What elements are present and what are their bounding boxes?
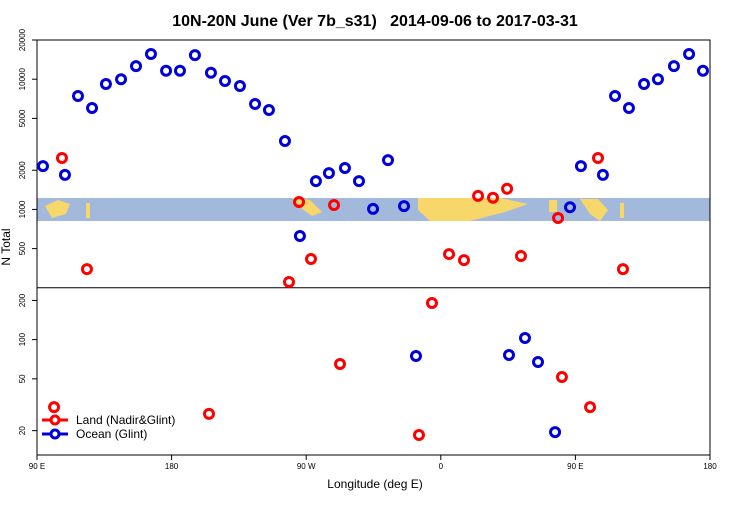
point	[412, 429, 425, 442]
plot-frame	[36, 39, 711, 456]
point	[48, 401, 61, 414]
point	[204, 66, 217, 79]
point	[338, 161, 351, 174]
point	[249, 97, 262, 110]
y-tick-label: 1000	[18, 200, 27, 218]
point	[80, 263, 93, 276]
point	[457, 254, 470, 267]
point	[293, 196, 306, 209]
point	[443, 248, 456, 261]
point	[352, 175, 365, 188]
point	[202, 407, 215, 420]
point	[622, 101, 635, 114]
point	[367, 202, 380, 215]
y-tick-label: 100	[18, 332, 27, 346]
legend-marker	[49, 414, 61, 426]
point	[552, 212, 565, 225]
y-tick-label: 50	[18, 374, 27, 383]
point	[304, 253, 317, 266]
point	[425, 297, 438, 310]
point	[144, 48, 157, 61]
point	[638, 78, 651, 91]
y-tick-label: 5000	[18, 109, 27, 127]
point	[382, 154, 395, 167]
point	[233, 79, 246, 92]
point	[667, 60, 680, 73]
point	[283, 276, 296, 289]
point	[218, 75, 231, 88]
point	[574, 160, 587, 173]
point	[502, 348, 515, 361]
point	[514, 249, 527, 262]
point	[651, 73, 664, 86]
x-tick-label: 90 W	[297, 462, 316, 471]
x-tick-label: 180	[165, 462, 179, 471]
y-tick-label: 2000	[18, 161, 27, 179]
point	[173, 64, 186, 77]
point	[683, 48, 696, 61]
point	[86, 101, 99, 114]
point	[409, 350, 422, 363]
point	[188, 49, 201, 62]
point	[501, 182, 514, 195]
point	[398, 200, 411, 213]
y-axis-label: N Total	[0, 228, 13, 265]
point	[616, 263, 629, 276]
legend-marker	[49, 428, 61, 440]
legend-label: Land (Nadir&Glint)	[76, 413, 175, 427]
point	[518, 331, 531, 344]
map-band	[37, 198, 710, 221]
point	[696, 64, 709, 77]
point	[584, 401, 597, 414]
point	[333, 357, 346, 370]
point	[596, 168, 609, 181]
point	[36, 160, 49, 173]
point	[278, 135, 291, 148]
point	[609, 89, 622, 102]
point	[58, 168, 71, 181]
y-tick-label: 200	[18, 293, 27, 307]
legend-label: Ocean (Glint)	[76, 427, 147, 441]
point	[160, 64, 173, 77]
x-tick-label: 90 E	[567, 462, 583, 471]
point	[55, 152, 68, 165]
y-tick-label: 20000	[18, 28, 27, 51]
x-tick-label: 0	[439, 462, 444, 471]
chart-title: 10N-20N June (Ver 7b_s31) 2014-09-06 to …	[172, 13, 578, 30]
point	[532, 356, 545, 369]
point	[115, 73, 128, 86]
point	[71, 89, 84, 102]
y-tick-label: 10000	[18, 68, 27, 91]
y-tick-label: 500	[18, 241, 27, 255]
point	[262, 104, 275, 117]
point	[322, 167, 335, 180]
point	[293, 229, 306, 242]
x-tick-label: 90 E	[29, 462, 45, 471]
point	[549, 426, 562, 439]
x-tick-label: 180	[703, 462, 717, 471]
point	[130, 60, 143, 73]
point	[564, 201, 577, 214]
point	[99, 78, 112, 91]
point	[486, 191, 499, 204]
point	[472, 189, 485, 202]
point	[555, 371, 568, 384]
y-tick-label: 20	[18, 426, 27, 435]
x-axis-label: Longitude (deg E)	[327, 477, 422, 491]
point	[591, 152, 604, 165]
point	[309, 175, 322, 188]
point	[328, 199, 341, 212]
